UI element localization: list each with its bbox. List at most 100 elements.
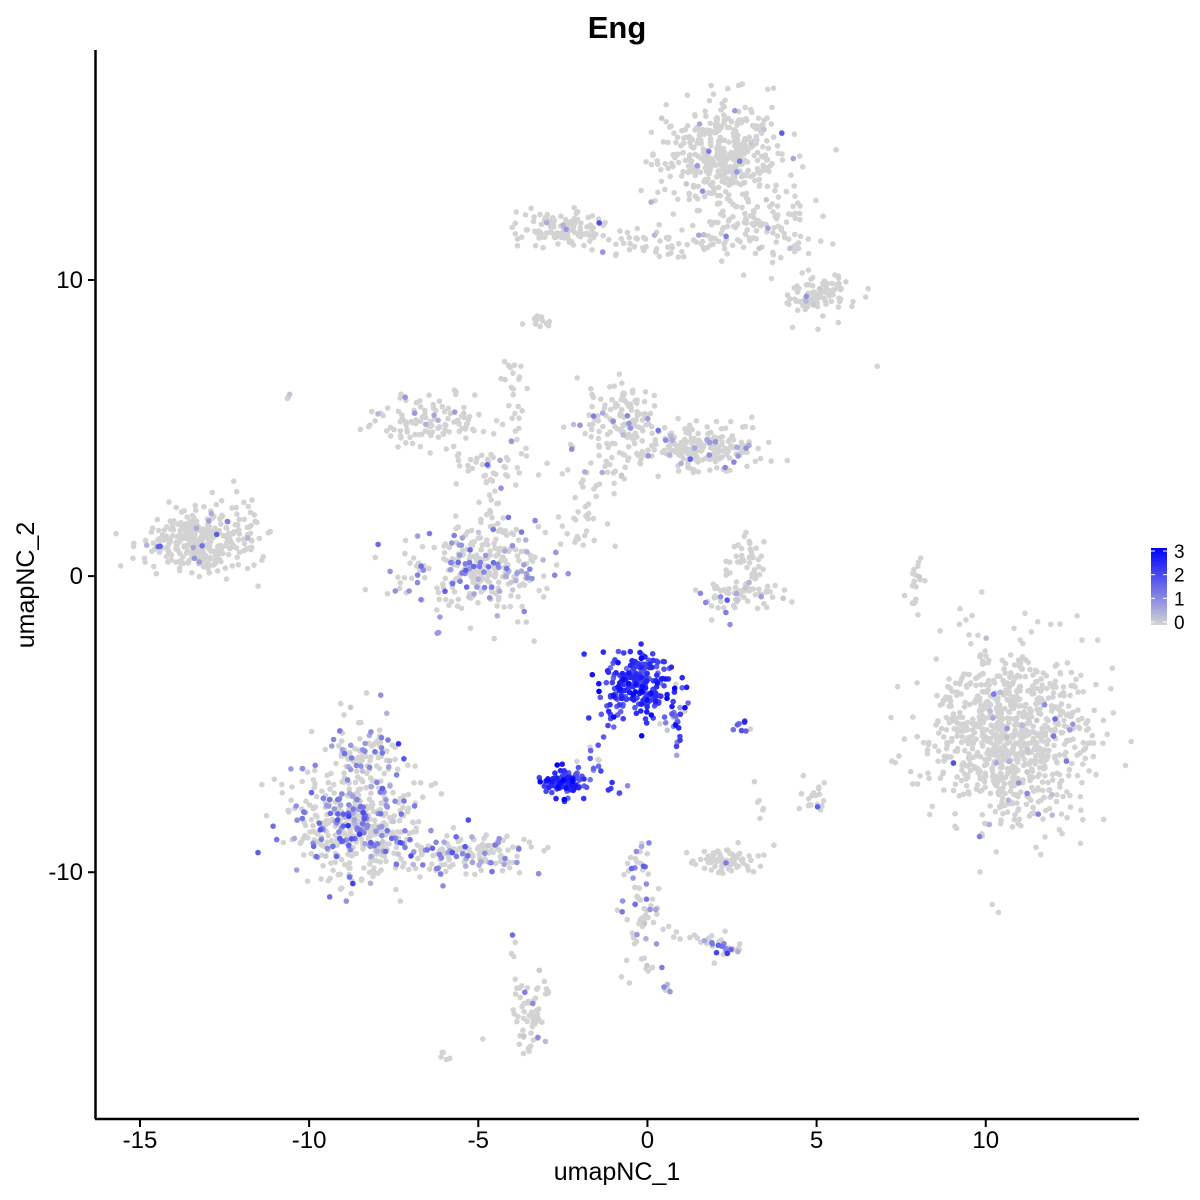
cell-point (1024, 714, 1030, 720)
cell-point (384, 827, 391, 834)
cell-point (1043, 716, 1050, 722)
cell-point (965, 789, 972, 795)
cell-point (732, 107, 738, 114)
cell-point (532, 242, 539, 249)
cell-point (502, 527, 509, 534)
cell-point (508, 579, 514, 586)
cell-point (1031, 788, 1037, 794)
cell-point (639, 438, 645, 444)
cell-point (1110, 710, 1117, 716)
cell-point (652, 693, 659, 699)
y-tick-label: -10 (48, 859, 83, 886)
cell-point (440, 883, 446, 889)
cell-point (644, 416, 651, 422)
cell-point (590, 225, 597, 231)
cell-point (712, 863, 718, 870)
cell-point (1036, 731, 1043, 737)
cell-point (744, 863, 750, 869)
cell-point (581, 532, 588, 539)
cell-point (719, 448, 726, 454)
cell-point (267, 528, 274, 535)
cell-point (527, 566, 533, 572)
cell-point (331, 806, 338, 812)
cell-point (1015, 807, 1021, 814)
cell-point (605, 444, 612, 451)
cell-point (393, 861, 400, 868)
cell-point (634, 931, 640, 938)
cell-point (672, 722, 679, 728)
cell-point (761, 117, 767, 123)
cell-point (555, 241, 561, 247)
cell-point (336, 835, 343, 842)
cell-point (186, 558, 192, 564)
cell-point (536, 967, 543, 974)
cell-point (1025, 728, 1031, 735)
cell-point (487, 507, 493, 514)
cell-point (426, 392, 432, 399)
cell-point (667, 173, 673, 180)
cell-point (433, 839, 439, 846)
cell-point (812, 792, 819, 798)
cell-point (946, 703, 952, 709)
cell-point (523, 445, 529, 452)
cell-point (440, 581, 446, 587)
cell-point (1030, 735, 1037, 742)
cell-point (763, 197, 770, 203)
cell-point (404, 426, 410, 433)
cell-point (920, 739, 927, 746)
cell-point (670, 211, 677, 217)
cell-point (697, 590, 704, 597)
cell-point (240, 536, 247, 542)
cell-point (677, 711, 684, 717)
cell-point (396, 817, 403, 824)
cell-point (627, 425, 634, 432)
cell-point (485, 564, 492, 570)
cell-point (476, 563, 483, 570)
cell-point (622, 464, 628, 471)
cell-point (324, 839, 331, 846)
cell-point (1037, 758, 1044, 765)
cell-point (715, 168, 722, 174)
cell-point (976, 714, 983, 720)
cell-point (689, 158, 695, 164)
cell-point (529, 558, 536, 565)
legend-tick-label: 2 (1174, 566, 1185, 587)
cell-point (1060, 684, 1067, 690)
cell-point (327, 810, 334, 817)
cell-point (611, 714, 617, 720)
cell-point (596, 452, 602, 459)
cell-point (1080, 761, 1086, 767)
cell-point (675, 415, 681, 422)
cell-point (1007, 715, 1013, 722)
cell-point (1018, 823, 1024, 829)
cell-point (599, 249, 606, 255)
cell-point (375, 411, 381, 417)
cell-point (962, 699, 968, 706)
cell-point (624, 783, 631, 789)
cell-point (327, 786, 333, 792)
cell-point (1077, 840, 1084, 847)
cell-point (379, 750, 386, 756)
cell-point (935, 748, 942, 754)
cell-point (734, 220, 741, 227)
cell-point (1065, 772, 1072, 779)
cell-point (952, 781, 959, 788)
cell-point (1024, 769, 1030, 775)
cell-point (496, 588, 503, 595)
cell-point (1014, 715, 1020, 721)
cell-point (520, 1015, 527, 1022)
cell-point (335, 811, 341, 817)
cell-point (711, 434, 718, 440)
cell-point (791, 183, 797, 189)
cell-point (367, 758, 373, 764)
cell-point (520, 1027, 526, 1034)
cell-point (325, 779, 332, 786)
cell-point (963, 783, 970, 789)
cell-point (949, 735, 955, 742)
cell-point (626, 246, 633, 253)
cell-point (700, 442, 706, 449)
cell-point (680, 149, 686, 156)
cell-point (651, 232, 658, 238)
cell-point (469, 859, 476, 866)
cell-point (539, 1019, 545, 1025)
